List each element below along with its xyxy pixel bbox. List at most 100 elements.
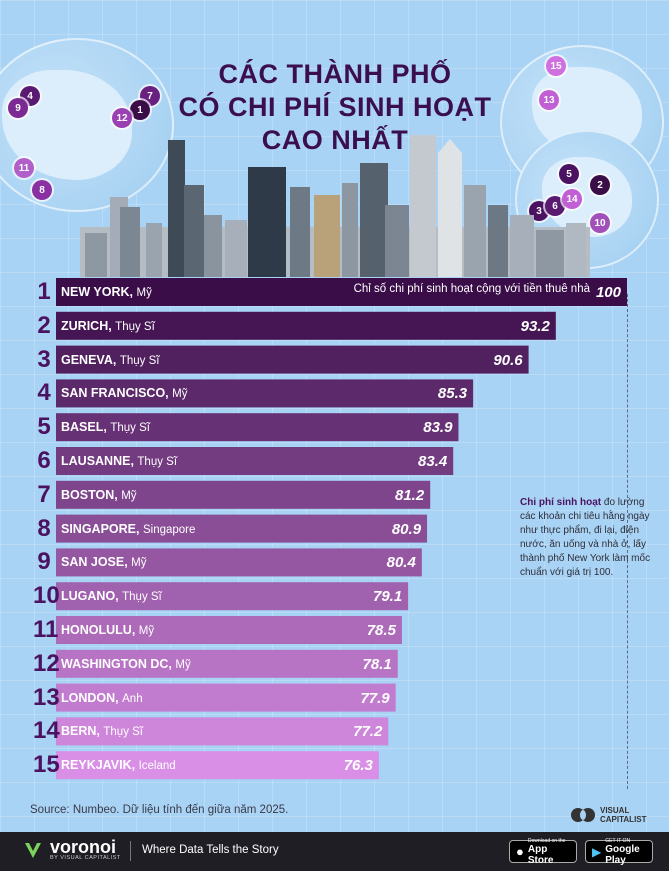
app-store-small-text: Download on the: [527, 837, 566, 844]
google-play-small-text: GET IT ON: [605, 837, 631, 844]
rank-number: 12: [33, 649, 60, 677]
bar-city-label: REYKJAVIK, Iceland: [61, 758, 176, 772]
vc-logo-line-1: VISUAL: [600, 806, 630, 815]
visual-capitalist-mark-icon: [571, 808, 595, 822]
vc-logo-line-2: CAPITALIST: [600, 815, 647, 824]
bar-city-label: LONDON, Anh: [61, 691, 143, 705]
bar-new-york: [56, 278, 627, 306]
city-name: HONOLULU: [61, 623, 132, 637]
bar-london: [56, 683, 396, 712]
separator: ,: [165, 386, 173, 401]
map-pin: 12: [112, 108, 132, 128]
google-play-label: Google Play: [605, 843, 640, 866]
separator: ,: [114, 487, 122, 502]
rank-number: 4: [37, 379, 51, 407]
voronoi-leaf-icon: [25, 843, 41, 858]
rank-number: 8: [37, 514, 51, 542]
bar-value-label: 80.9: [391, 520, 422, 538]
city-name: LUGANO: [61, 589, 116, 604]
rank-number: 6: [37, 447, 51, 474]
rank-number: 14: [33, 717, 60, 745]
bar-san-jose: [56, 548, 422, 577]
bar-reykjavik: [56, 751, 379, 780]
map-pin: 14: [562, 189, 582, 209]
bar-city-label: BASEL, Thụy Sĩ: [61, 420, 150, 434]
bar-zurich: [56, 311, 556, 340]
map-pin: 11: [14, 158, 34, 178]
voronoi-logo[interactable]: voronoi BY VISUAL CAPITALIST: [22, 837, 121, 861]
country-name: Mỹ: [121, 489, 137, 502]
bar-city-label: SAN FRANCISCO, Mỹ: [61, 386, 187, 400]
rank-number: 15: [33, 751, 60, 779]
title-line-2: CÓ CHI PHÍ SINH HOẠT: [178, 92, 492, 122]
google-play-button[interactable]: ▶ GET IT ON Google Play: [585, 837, 653, 866]
app-store-button[interactable]: ● Download on the App Store: [509, 837, 577, 866]
bar-city-label: NEW YORK, Mỹ: [61, 285, 152, 299]
bar-value-label: 79.1: [373, 588, 403, 606]
bar-honolulu: [56, 616, 402, 644]
bar-city-label: GENEVA, Thụy Sĩ: [61, 353, 159, 367]
bar-lausanne: [56, 447, 454, 475]
map-pin: 13: [539, 90, 559, 110]
voronoi-wordmark: voronoi: [50, 837, 116, 857]
bar-city-label: SAN JOSE, Mỹ: [61, 555, 147, 569]
note-text: đo lường các khoản chi tiêu hằng ngày nh…: [520, 497, 651, 578]
city-name: WASHINGTON DC: [61, 656, 169, 671]
methodology-note: Chi phí sinh hoạt đo lường các khoản chi…: [520, 496, 662, 580]
bar-value-label: 81.2: [394, 486, 425, 504]
map-pin: 2: [590, 175, 610, 195]
separator: ,: [131, 623, 139, 637]
country-name: Mỹ: [131, 557, 147, 570]
map-pin: 1: [130, 100, 150, 120]
map-pin: 5: [559, 164, 579, 184]
title-line-3: CAO NHẤT: [261, 125, 409, 155]
city-name: NEW YORK: [61, 285, 130, 299]
separator: ,: [103, 420, 111, 435]
footer-tagline: Where Data Tells the Story: [142, 844, 279, 856]
country-name: Mỹ: [138, 625, 155, 637]
bar-value-label: 83.4: [418, 453, 448, 470]
bar-san-francisco: [56, 379, 474, 408]
bar-value-label: 78.1: [362, 655, 392, 673]
country-name: Thụy Sĩ: [122, 591, 162, 604]
app-store-label: App Store: [527, 843, 554, 866]
city-name: BOSTON: [61, 487, 115, 502]
bar-city-label: ZURICH, Thụy Sĩ: [61, 319, 155, 333]
voronoi-subtitle: BY VISUAL CAPITALIST: [50, 855, 121, 861]
bar-city-label: BERN, Thụy Sĩ: [61, 724, 143, 738]
separator: ,: [129, 285, 137, 299]
play-triangle-icon: ▶: [592, 844, 602, 859]
country-name: Thụy Sĩ: [115, 320, 155, 333]
city-name: LONDON: [61, 690, 116, 705]
rank-number: 7: [37, 480, 51, 508]
title-line-1: CÁC THÀNH PHỐ: [218, 59, 452, 89]
bar-value-label: 100: [595, 284, 621, 301]
city-name: SINGAPORE: [61, 521, 137, 536]
bar-bern: [56, 717, 389, 746]
bar-boston: [56, 480, 431, 509]
bar-value-label: 83.9: [423, 419, 453, 437]
reference-line-100: [627, 294, 628, 789]
separator: ,: [124, 555, 132, 570]
bar-washington-dc: [56, 649, 398, 678]
country-name: Thụy Sĩ: [103, 726, 144, 739]
separator: ,: [115, 690, 123, 705]
bar-value-label: 85.3: [437, 385, 468, 403]
country-name: Mỹ: [175, 658, 191, 671]
bar-value-label: 93.2: [520, 317, 550, 335]
separator: ,: [136, 521, 143, 536]
country-name: Singapore: [142, 523, 196, 536]
separator: ,: [96, 724, 104, 739]
bar-value-label: 77.9: [360, 689, 390, 707]
country-name: Anh: [122, 692, 143, 705]
bar-value-label: 77.2: [353, 723, 383, 741]
bar-city-label: HONOLULU, Mỹ: [61, 623, 154, 637]
separator: ,: [131, 758, 139, 773]
bar-city-label: SINGAPORE, Singapore: [61, 522, 195, 536]
rank-number: 3: [37, 345, 51, 373]
country-name: Thụy Sĩ: [110, 422, 150, 435]
city-name: SAN JOSE: [61, 555, 125, 570]
globe-north-america: [0, 38, 174, 212]
